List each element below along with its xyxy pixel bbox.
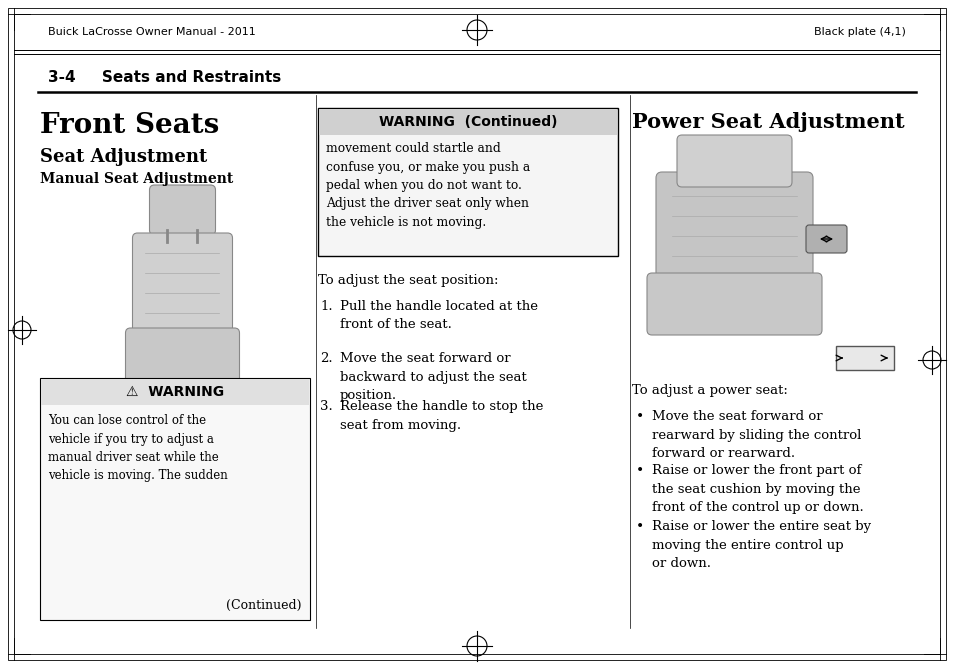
FancyBboxPatch shape [150,185,215,235]
Text: 3.: 3. [319,400,333,413]
Text: WARNING  (Continued): WARNING (Continued) [378,115,557,129]
Text: Black plate (4,1): Black plate (4,1) [813,27,905,37]
Text: Move the seat forward or
backward to adjust the seat
position.: Move the seat forward or backward to adj… [339,352,526,402]
FancyBboxPatch shape [805,225,846,253]
Text: 1.: 1. [319,300,333,313]
FancyBboxPatch shape [200,401,234,415]
Text: To adjust a power seat:: To adjust a power seat: [631,384,787,397]
Text: You can lose control of the
vehicle if you try to adjust a
manual driver seat wh: You can lose control of the vehicle if y… [48,414,228,482]
Text: Buick LaCrosse Owner Manual - 2011: Buick LaCrosse Owner Manual - 2011 [48,27,255,37]
Bar [318,109,617,135]
FancyBboxPatch shape [656,172,812,289]
FancyBboxPatch shape [126,328,239,390]
FancyBboxPatch shape [132,233,233,343]
Text: Release the handle to stop the
seat from moving.: Release the handle to stop the seat from… [339,400,543,432]
Text: ⚠  WARNING: ⚠ WARNING [126,385,224,399]
Text: Raise or lower the front part of
the seat cushion by moving the
front of the con: Raise or lower the front part of the sea… [651,464,862,514]
FancyBboxPatch shape [677,135,791,187]
Text: Front Seats: Front Seats [40,112,219,139]
Text: Manual Seat Adjustment: Manual Seat Adjustment [40,172,233,186]
Text: (Continued): (Continued) [226,599,302,612]
FancyBboxPatch shape [646,273,821,335]
Text: Pull the handle located at the
front of the seat.: Pull the handle located at the front of … [339,300,537,331]
Text: 2.: 2. [319,352,333,365]
Bar [317,108,618,256]
Text: To adjust the seat position:: To adjust the seat position: [317,274,498,287]
Bar [40,378,310,620]
Text: Raise or lower the entire seat by
moving the entire control up
or down.: Raise or lower the entire seat by moving… [651,520,870,570]
Text: Seat Adjustment: Seat Adjustment [40,148,207,166]
Bar [41,379,309,405]
Text: Power Seat Adjustment: Power Seat Adjustment [631,112,903,132]
Text: •: • [636,410,643,424]
Text: •: • [636,520,643,534]
Text: Move the seat forward or
rearward by sliding the control
forward or rearward.: Move the seat forward or rearward by sli… [651,410,861,460]
Text: movement could startle and
confuse you, or make you push a
pedal when you do not: movement could startle and confuse you, … [326,142,530,229]
Bar [835,346,893,370]
Text: 3-4     Seats and Restraints: 3-4 Seats and Restraints [48,71,281,86]
Text: •: • [636,464,643,478]
Bar [142,383,217,399]
